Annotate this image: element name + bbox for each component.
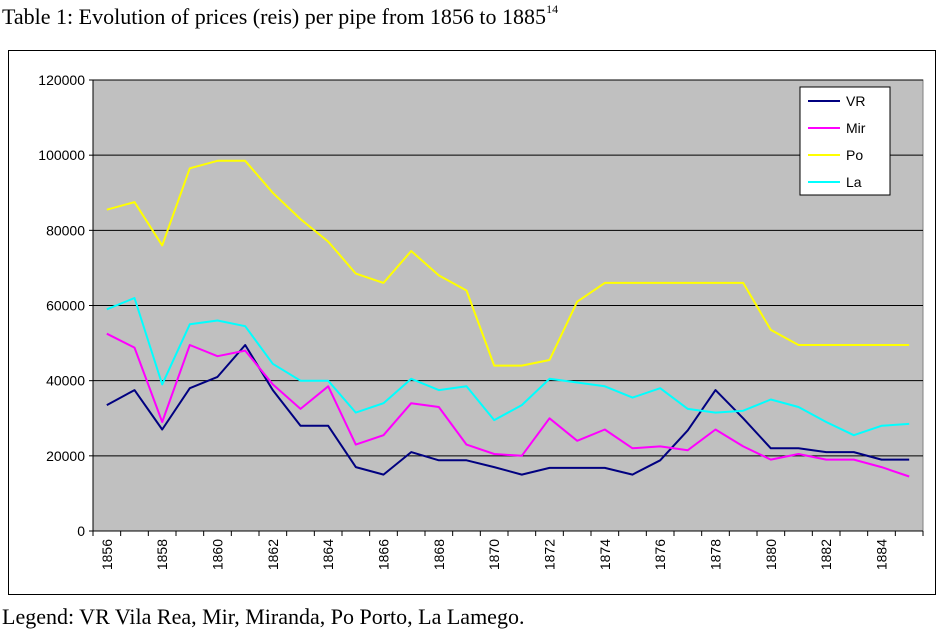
x-tick-label: 1868 bbox=[431, 539, 447, 570]
legend-box bbox=[799, 86, 891, 196]
legend-label-la: La bbox=[846, 174, 862, 190]
y-tick-label: 40000 bbox=[46, 373, 85, 389]
legend-note: Legend: VR Vila Rea, Mir, Miranda, Po Po… bbox=[2, 604, 525, 629]
table-caption: Table 1: Evolution of prices (reis) per … bbox=[2, 2, 559, 30]
x-tick-label: 1870 bbox=[486, 539, 502, 570]
series-line-la bbox=[106, 297, 910, 437]
x-tick-label: 1876 bbox=[652, 539, 668, 570]
series-line-mir bbox=[106, 332, 910, 478]
legend-label-mir: Mir bbox=[846, 120, 866, 136]
x-tick-label: 1874 bbox=[597, 539, 613, 570]
x-tick-label: 1860 bbox=[210, 539, 226, 570]
x-tick-label: 1864 bbox=[320, 539, 336, 570]
x-tick-label: 1862 bbox=[265, 539, 281, 570]
x-tick-label: 1866 bbox=[376, 539, 392, 570]
x-tick-label: 1884 bbox=[874, 539, 890, 570]
x-tick-label: 1882 bbox=[818, 539, 834, 570]
caption-text: Table 1: Evolution of prices (reis) per … bbox=[2, 4, 547, 29]
series-line-vr bbox=[106, 344, 910, 476]
y-tick-label: 120000 bbox=[38, 72, 85, 88]
x-tick-label: 1858 bbox=[154, 539, 170, 570]
x-tick-label: 1856 bbox=[99, 539, 115, 570]
y-tick-label: 20000 bbox=[46, 448, 85, 464]
x-tick-label: 1878 bbox=[708, 539, 724, 570]
y-tick-label: 60000 bbox=[46, 298, 85, 314]
y-tick-label: 0 bbox=[77, 523, 85, 539]
y-tick-label: 100000 bbox=[38, 147, 85, 163]
y-tick-label: 80000 bbox=[46, 222, 85, 238]
legend-label-po: Po bbox=[846, 147, 863, 163]
x-tick-label: 1872 bbox=[542, 539, 558, 570]
caption-footnote: 14 bbox=[546, 2, 559, 16]
legend-label-vr: VR bbox=[846, 93, 865, 109]
series-line-po bbox=[106, 159, 910, 367]
x-tick-label: 1880 bbox=[763, 539, 779, 570]
